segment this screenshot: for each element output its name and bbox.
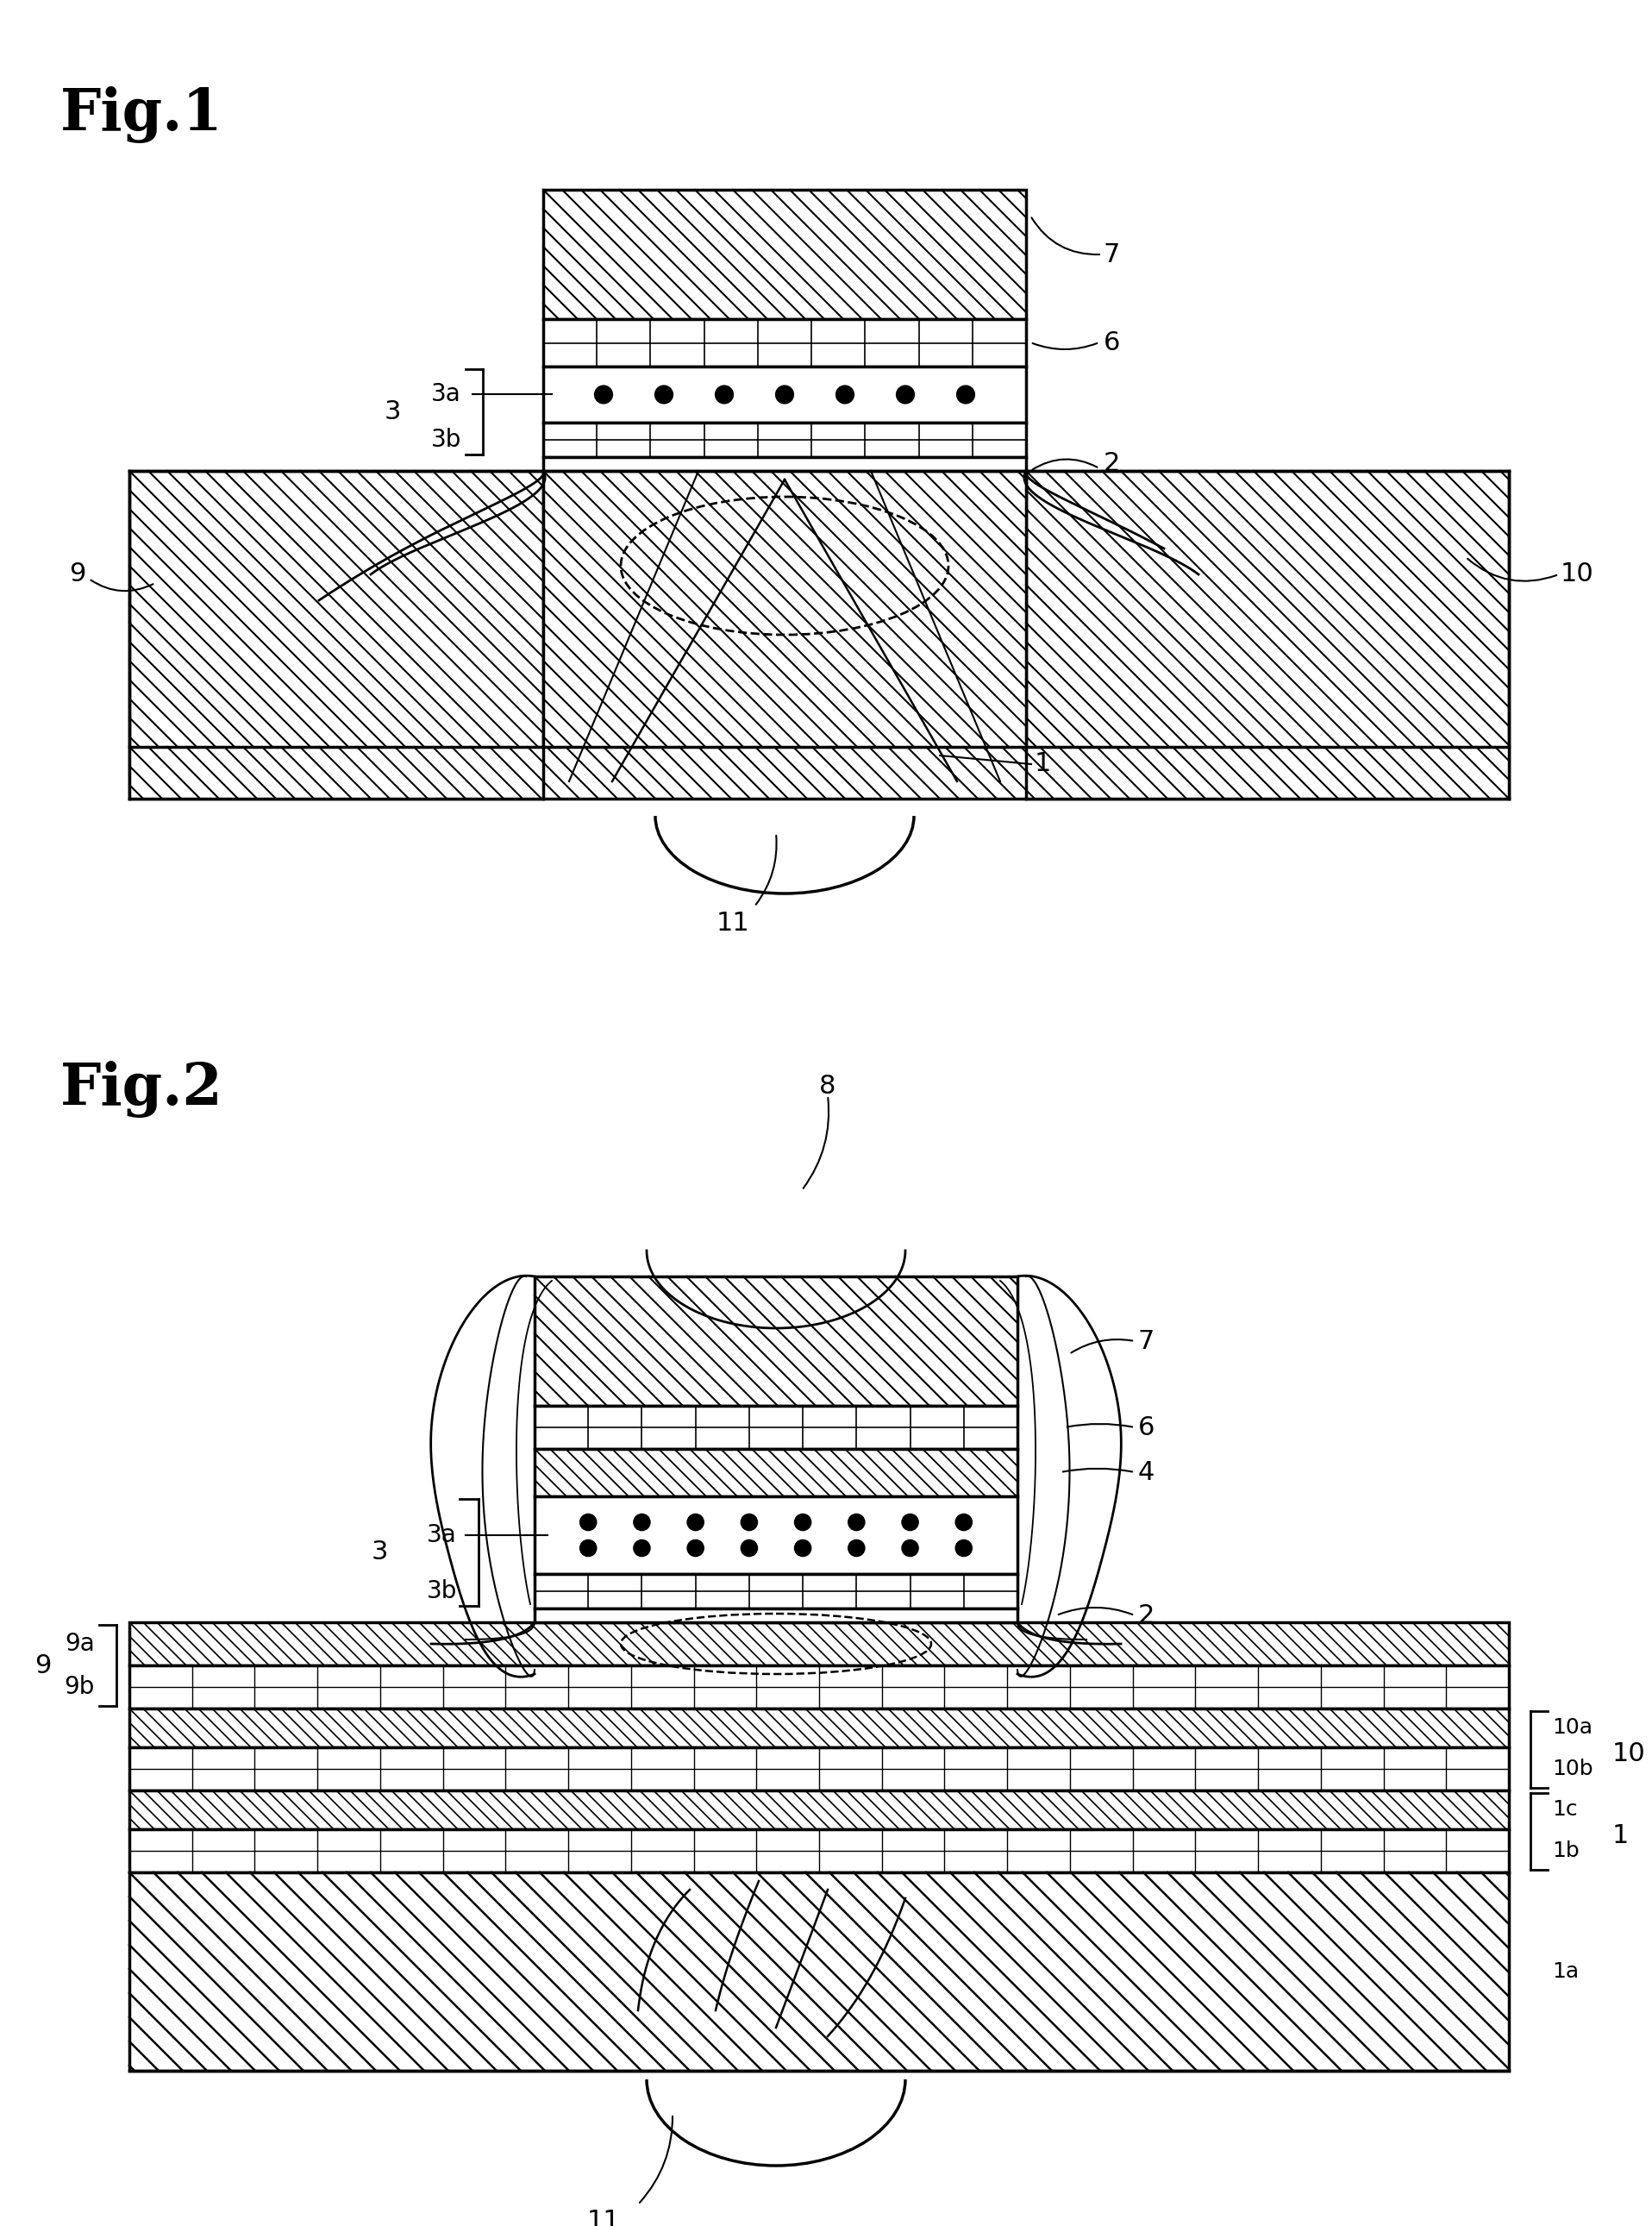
Circle shape [847,1514,864,1531]
Circle shape [580,1514,596,1531]
Polygon shape [129,1790,1508,1830]
Text: 1: 1 [1612,1823,1629,1848]
Text: 3: 3 [385,398,401,425]
Text: 11: 11 [586,2208,620,2226]
Polygon shape [535,1574,1018,1609]
Text: 3: 3 [372,1540,388,1565]
Circle shape [580,1540,596,1556]
Circle shape [595,385,613,403]
Circle shape [955,1540,971,1556]
Circle shape [795,1540,811,1556]
Circle shape [847,1540,864,1556]
Circle shape [740,1540,758,1556]
Text: 8: 8 [819,1075,836,1100]
Circle shape [634,1514,651,1531]
Polygon shape [544,318,1026,367]
Polygon shape [129,1747,1508,1790]
Text: 3a: 3a [426,1523,458,1547]
Polygon shape [544,423,1026,456]
Polygon shape [535,1609,1018,1623]
Text: 9a: 9a [64,1632,94,1656]
Circle shape [740,1514,758,1531]
Text: 10b: 10b [1551,1759,1593,1779]
Text: 11: 11 [717,910,750,935]
Circle shape [955,1514,971,1531]
Polygon shape [544,189,1026,318]
Polygon shape [535,1275,1018,1407]
Text: 1c: 1c [1551,1799,1578,1821]
Text: 6: 6 [1104,329,1120,354]
Polygon shape [129,1872,1508,2070]
Text: 9b: 9b [64,1674,94,1698]
Polygon shape [129,1710,1508,1747]
Text: 2: 2 [1104,452,1120,476]
Text: 6: 6 [1138,1416,1155,1440]
Polygon shape [129,748,1508,799]
Text: 3a: 3a [431,383,461,405]
Polygon shape [535,1496,1018,1574]
Text: 3b: 3b [431,427,461,452]
Polygon shape [129,472,544,799]
Text: 3b: 3b [426,1578,458,1603]
Circle shape [957,385,975,403]
Text: 1b: 1b [1551,1841,1579,1861]
Circle shape [687,1540,704,1556]
Text: 9: 9 [35,1654,51,1678]
Text: 7: 7 [1138,1329,1155,1353]
Text: Fig.1: Fig.1 [61,87,223,142]
Circle shape [715,385,733,403]
Polygon shape [544,367,1026,423]
Text: 10: 10 [1561,561,1594,588]
Text: 1a: 1a [1551,1961,1579,1981]
Text: Fig.2: Fig.2 [61,1062,223,1117]
Text: 10a: 10a [1551,1716,1593,1739]
Circle shape [776,385,793,403]
Text: 2: 2 [1138,1603,1155,1627]
Text: 4: 4 [1138,1460,1155,1485]
Circle shape [687,1514,704,1531]
Circle shape [634,1540,651,1556]
Circle shape [795,1514,811,1531]
Polygon shape [1026,472,1508,799]
Polygon shape [535,1407,1018,1449]
Text: 10: 10 [1612,1741,1645,1765]
Circle shape [897,385,914,403]
Text: 1: 1 [1034,752,1051,777]
Circle shape [902,1540,919,1556]
Polygon shape [129,1623,1508,1665]
Circle shape [902,1514,919,1531]
Polygon shape [535,1449,1018,1496]
Polygon shape [129,1665,1508,1710]
Text: 9: 9 [69,561,86,588]
Circle shape [654,385,672,403]
Circle shape [836,385,854,403]
Polygon shape [129,1830,1508,1872]
Text: 7: 7 [1104,243,1120,267]
Polygon shape [544,472,1026,799]
Polygon shape [544,456,1026,472]
